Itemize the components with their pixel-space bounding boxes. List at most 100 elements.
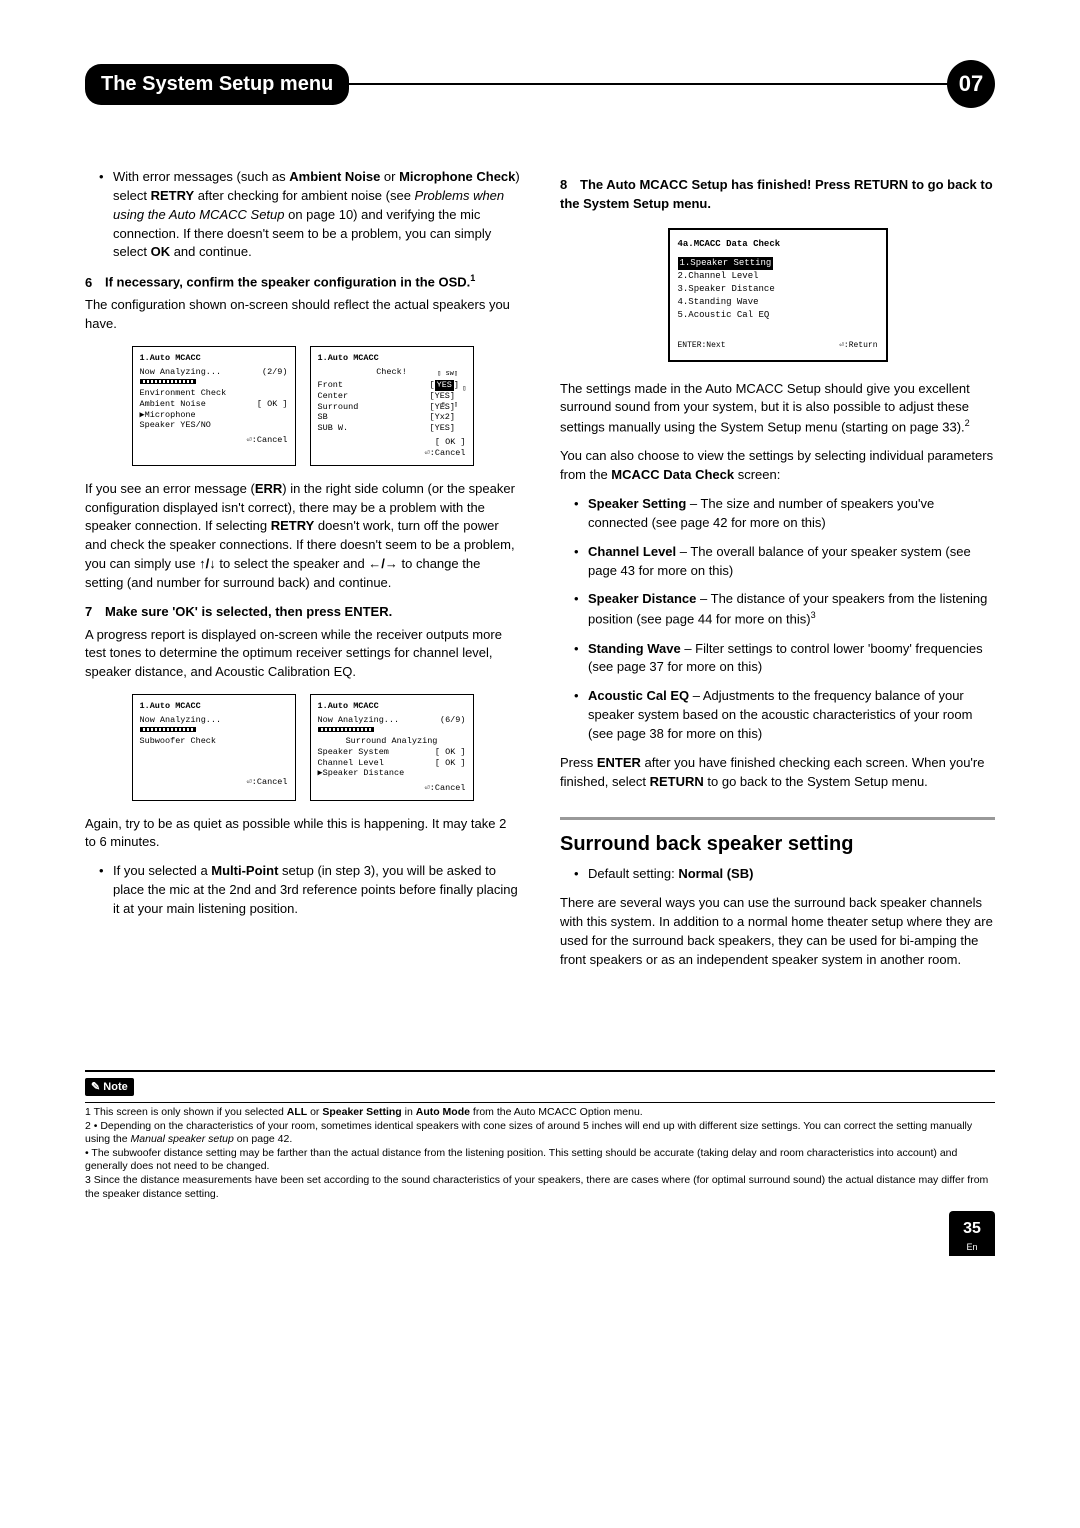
step-6-heading: 6If necessary, confirm the speaker confi… <box>85 272 520 292</box>
osd-title: 1.Auto MCACC <box>318 353 466 364</box>
osd-cancel: ⏎:Cancel <box>140 435 288 446</box>
osd-cancel: ⏎:Cancel <box>425 448 466 458</box>
text: RETRY <box>151 188 195 203</box>
chapter-number: 07 <box>947 60 995 108</box>
osd-pair-2: 1.Auto MCACC Now Analyzing... Subwoofer … <box>85 694 520 800</box>
progress-bar-icon <box>140 379 196 384</box>
note-badge: Note <box>85 1078 134 1096</box>
osd-line: Speaker System <box>318 747 389 757</box>
osd-progress: (6/9) <box>440 715 466 726</box>
osd-value: [ OK ] <box>257 399 288 410</box>
osd-line: Ambient Noise <box>140 399 206 409</box>
page-number-tab: 35 En <box>949 1211 995 1255</box>
osd-title: 1.Auto MCACC <box>140 701 288 712</box>
body-columns: With error messages (such as Ambient Noi… <box>85 168 995 980</box>
page-number: 35 <box>963 1220 981 1237</box>
osd-data-check: 4a.MCACC Data Check 1.Speaker Setting 2.… <box>668 228 888 362</box>
step-8-heading: 8The Auto MCACC Setup has finished! Pres… <box>560 176 995 214</box>
osd-line: Speaker YES/NO <box>140 420 288 431</box>
osd-line: Environment Check <box>140 388 288 399</box>
osd-hint-right: ⏎:Return <box>839 340 877 352</box>
chapter-title: The System Setup menu <box>85 64 349 105</box>
osd-item: 5.Acoustic Cal EQ <box>678 309 878 322</box>
osd-line: Channel Level <box>318 758 384 768</box>
right-p2: You can also choose to view the settings… <box>560 447 995 485</box>
footnote-ref: 1 <box>470 273 475 283</box>
bullet-error-messages: With error messages (such as Ambient Noi… <box>85 168 520 262</box>
osd-screen-check: 1.Auto MCACC Check! Front Center Surroun… <box>310 346 474 466</box>
bullet-speaker-distance: Speaker Distance – The distance of your … <box>560 590 995 629</box>
step-title: Make sure 'OK' is selected, then press E… <box>105 604 392 619</box>
osd-line: Now Analyzing... <box>318 715 400 725</box>
step-number: 6 <box>85 274 105 293</box>
osd-cancel: ⏎:Cancel <box>318 783 466 794</box>
default-setting: Default setting: Normal (SB) <box>560 865 995 884</box>
footnote-2a: 2 • Depending on the characteristics of … <box>85 1120 995 1147</box>
footnote-1: 1 This screen is only shown if you selec… <box>85 1106 995 1120</box>
up-down-arrows-icon: ↑/↓ <box>199 556 216 571</box>
osd-title: 1.Auto MCACC <box>318 701 466 712</box>
text: OK <box>151 244 171 259</box>
right-p1: The settings made in the Auto MCACC Setu… <box>560 380 995 438</box>
osd-screen-analyzing: 1.Auto MCACC Now Analyzing... (2/9) Envi… <box>132 346 296 466</box>
footnote-ref: 2 <box>965 418 970 428</box>
header-rule <box>339 83 951 85</box>
progress-bar-icon <box>140 727 196 732</box>
again-paragraph: Again, try to be as quiet as possible wh… <box>85 815 520 853</box>
surround-back-body: There are several ways you can use the s… <box>560 894 995 969</box>
progress-bar-icon <box>318 727 374 732</box>
step-number: 8 <box>560 176 580 195</box>
osd-line: Now Analyzing... <box>140 715 288 726</box>
osd-value: [ OK ] <box>435 747 466 758</box>
step-7-body: A progress report is displayed on-screen… <box>85 626 520 683</box>
speaker-layout-icon: ▯ sw▯▯ ● ▯ ▯ ▯ <box>437 371 466 409</box>
osd-item: 3.Speaker Distance <box>678 283 878 296</box>
text: With error messages (such as <box>113 169 289 184</box>
step-number: 7 <box>85 603 105 622</box>
osd-ok: [ OK ] <box>435 437 466 447</box>
osd-line: Subwoofer Check <box>140 736 288 747</box>
step-7-heading: 7Make sure 'OK' is selected, then press … <box>85 603 520 622</box>
bullet-speaker-setting: Speaker Setting – The size and number of… <box>560 495 995 533</box>
osd-item-selected: 1.Speaker Setting <box>678 257 774 270</box>
left-right-arrows-icon: ←/→ <box>368 556 398 571</box>
text: and continue. <box>170 244 252 259</box>
osd-speaker-labels: Front Center Surround SB SUB W. <box>318 380 424 433</box>
footnote-ref: 3 <box>811 610 816 620</box>
osd-value: [ OK ] <box>435 758 466 769</box>
multipoint-bullet: If you selected a Multi-Point setup (in … <box>85 862 520 919</box>
osd-cancel: ⏎:Cancel <box>140 777 288 788</box>
osd-line: Surround Analyzing <box>318 736 466 747</box>
osd-title: 4a.MCACC Data Check <box>678 238 878 251</box>
footnote-3: 3 Since the distance measurements have b… <box>85 1174 995 1201</box>
right-column: 8The Auto MCACC Setup has finished! Pres… <box>560 168 995 980</box>
err-paragraph: If you see an error message (ERR) in the… <box>85 480 520 593</box>
osd-hint-left: ENTER:Next <box>678 340 726 352</box>
bullet-channel-level: Channel Level – The overall balance of y… <box>560 543 995 581</box>
osd-line: Now Analyzing... <box>140 367 222 377</box>
osd-progress: (2/9) <box>262 367 288 378</box>
osd-title: 1.Auto MCACC <box>140 353 288 364</box>
left-column: With error messages (such as Ambient Noi… <box>85 168 520 980</box>
chapter-header: The System Setup menu 07 <box>85 60 995 108</box>
text: Ambient Noise <box>289 169 380 184</box>
bullet-standing-wave: Standing Wave – Filter settings to contr… <box>560 640 995 678</box>
text: or <box>380 169 399 184</box>
text: after checking for ambient noise (see <box>194 188 414 203</box>
page-lang: En <box>949 1241 995 1254</box>
footnotes: Note 1 This screen is only shown if you … <box>85 1070 995 1202</box>
osd-line: ▶Speaker Distance <box>318 768 466 779</box>
right-p3: Press ENTER after you have finished chec… <box>560 754 995 792</box>
step-title: If necessary, confirm the speaker config… <box>105 275 470 290</box>
osd-screen-subwoofer: 1.Auto MCACC Now Analyzing... Subwoofer … <box>132 694 296 800</box>
osd-screen-surround-analyzing: 1.Auto MCACC Now Analyzing... (6/9) Surr… <box>310 694 474 800</box>
section-surround-back: Surround back speaker setting <box>560 817 995 859</box>
bullet-acoustic-cal-eq: Acoustic Cal EQ – Adjustments to the fre… <box>560 687 995 744</box>
osd-line: ▶Microphone <box>140 410 288 421</box>
text: Microphone Check <box>399 169 515 184</box>
step-title: The Auto MCACC Setup has finished! Press… <box>560 177 993 211</box>
step-6-body: The configuration shown on-screen should… <box>85 296 520 334</box>
osd-item: 2.Channel Level <box>678 270 878 283</box>
osd-pair-1: 1.Auto MCACC Now Analyzing... (2/9) Envi… <box>85 346 520 466</box>
footnote-2b: • The subwoofer distance setting may be … <box>85 1147 995 1174</box>
